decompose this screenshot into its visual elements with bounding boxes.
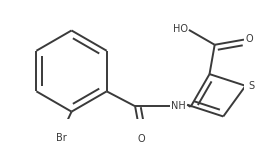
Text: O: O (137, 134, 145, 142)
Text: Br: Br (56, 133, 67, 142)
Text: S: S (248, 81, 254, 91)
Text: HO: HO (173, 24, 188, 34)
Text: O: O (245, 34, 253, 44)
Text: NH: NH (171, 101, 186, 111)
